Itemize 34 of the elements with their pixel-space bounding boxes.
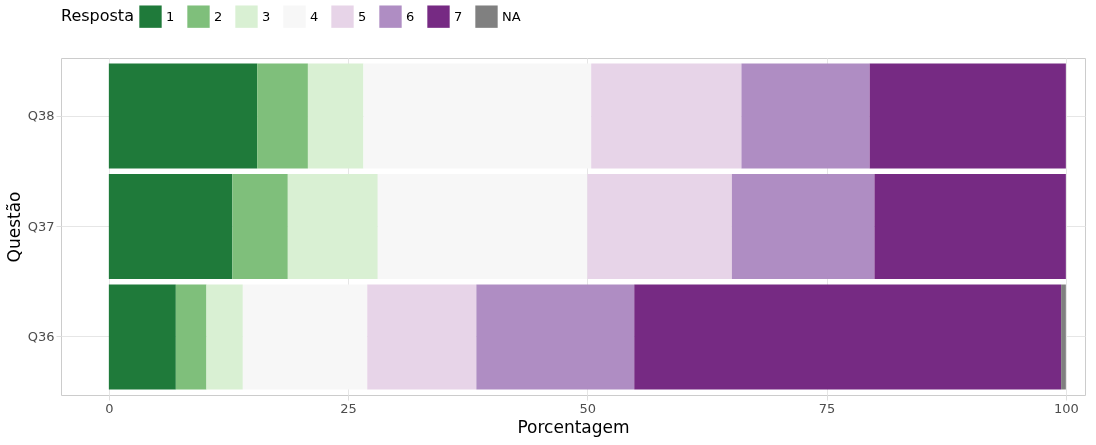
- legend-title: Resposta: [61, 6, 134, 25]
- legend-label: 3: [262, 8, 271, 24]
- legend-label: 5: [358, 8, 367, 24]
- x-tick-label: 25: [340, 400, 357, 416]
- bar: [108, 284, 176, 390]
- bar: [1061, 284, 1066, 390]
- bar: [257, 63, 308, 169]
- bar: [307, 63, 364, 169]
- legend-label: 6: [406, 8, 415, 24]
- bar: [741, 63, 870, 169]
- bar: [175, 284, 207, 390]
- bar: [634, 284, 1062, 390]
- x-axis-title: Porcentagem: [517, 416, 630, 437]
- legend-label: NA: [502, 8, 521, 24]
- bar: [232, 174, 288, 279]
- bar: [874, 174, 1066, 279]
- legend-label: 1: [166, 8, 175, 24]
- bar: [476, 284, 635, 390]
- legend-label: 2: [214, 8, 223, 24]
- legend-label: 7: [454, 8, 463, 24]
- legend-label: 4: [310, 8, 319, 24]
- x-tick-label: 0: [105, 400, 114, 416]
- bar: [108, 63, 258, 169]
- y-tick-label: Q38: [27, 108, 55, 124]
- x-tick-label: 100: [1053, 400, 1079, 416]
- bar: [206, 284, 243, 390]
- y-axis-title: Questão: [3, 191, 24, 263]
- x-tick-label: 50: [579, 400, 597, 416]
- y-tick-label: Q36: [27, 328, 55, 344]
- bar: [108, 174, 233, 279]
- y-tick-label: Q37: [27, 218, 55, 234]
- x-tick-label: 75: [818, 400, 836, 416]
- bar: [869, 63, 1066, 169]
- bar: [731, 174, 875, 279]
